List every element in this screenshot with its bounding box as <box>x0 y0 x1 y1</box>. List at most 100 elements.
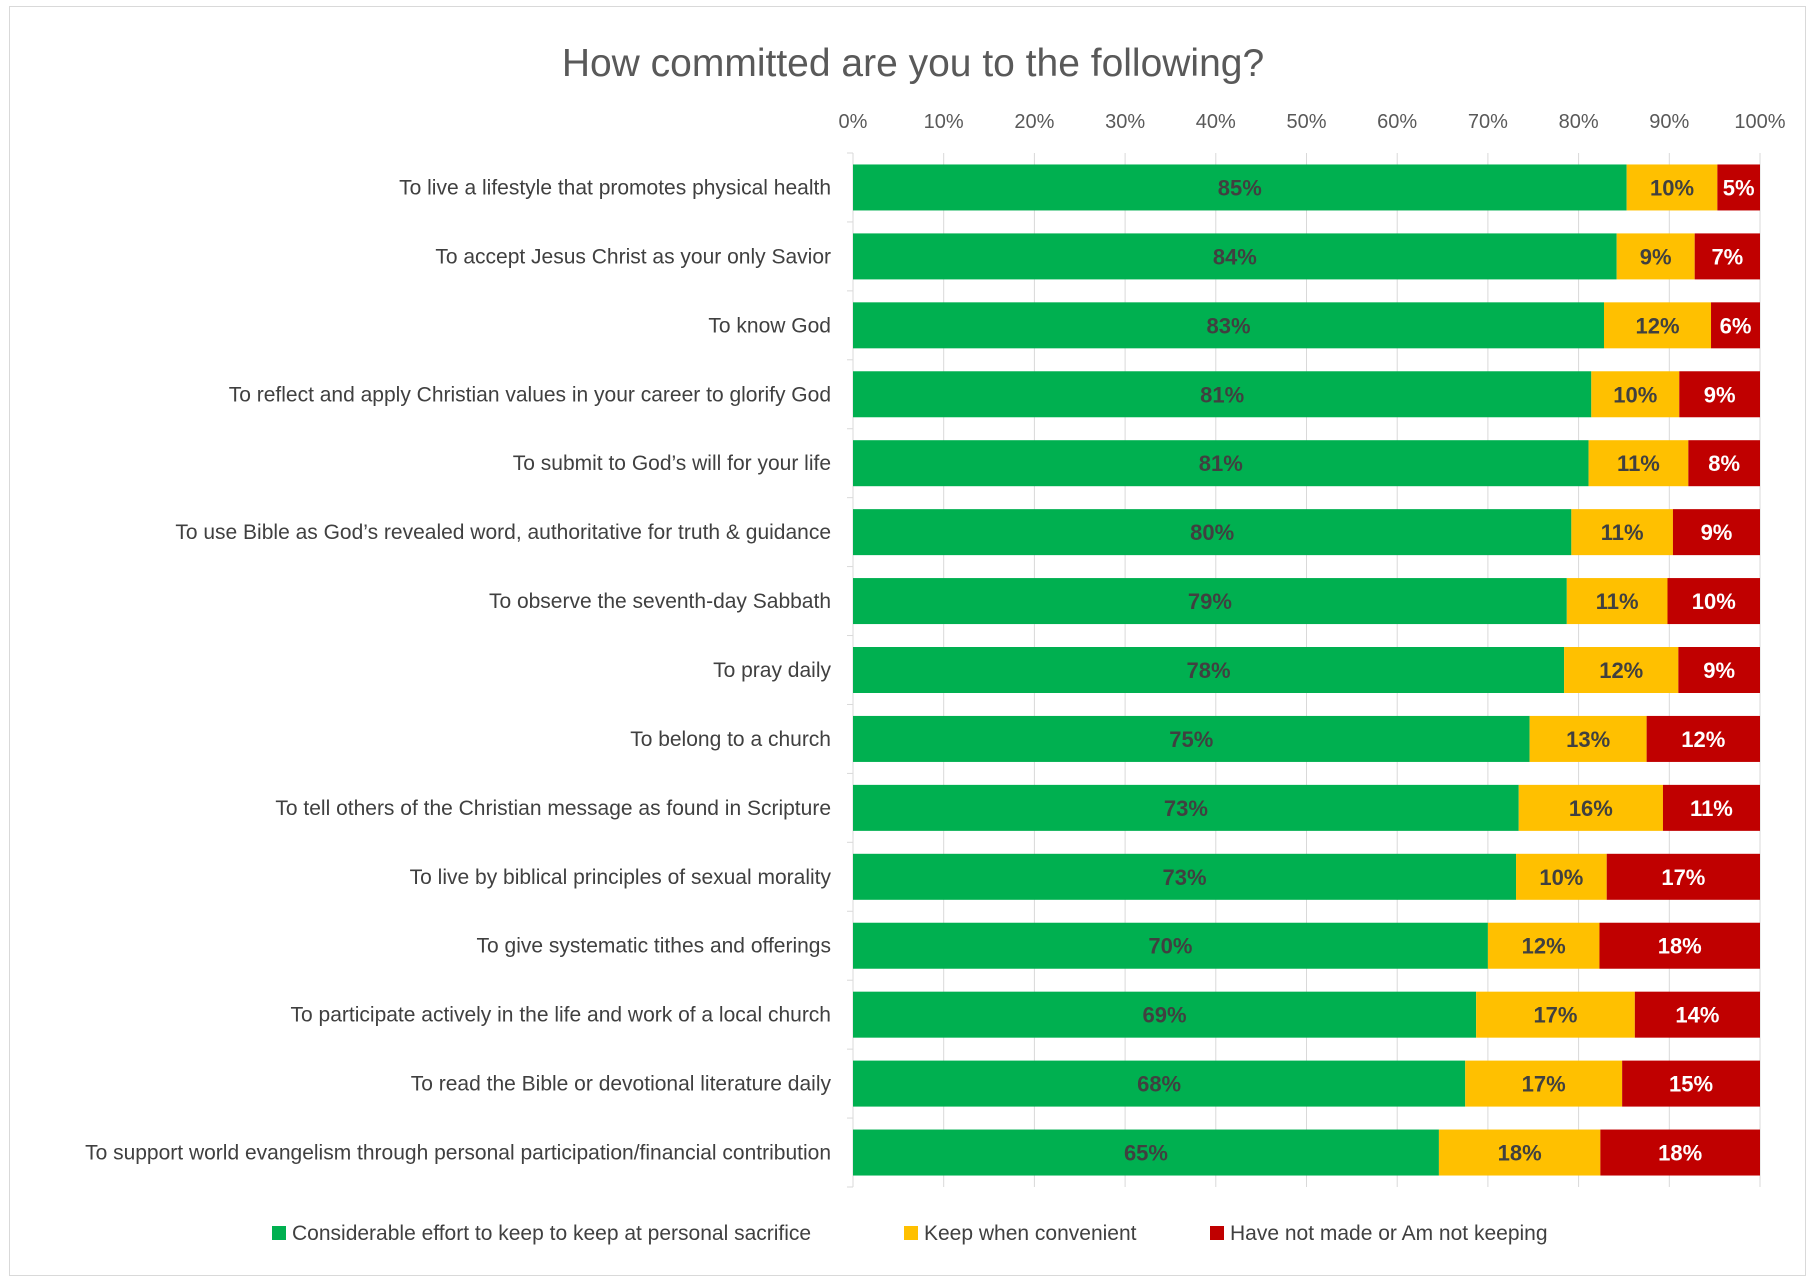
bar-segment <box>853 853 1517 900</box>
category-label: To live a lifestyle that promotes physic… <box>399 176 831 199</box>
data-label: 10% <box>1539 865 1583 890</box>
data-label: 78% <box>1187 658 1231 683</box>
category-label: To participate actively in the life and … <box>291 1004 831 1027</box>
data-label: 73% <box>1164 796 1208 821</box>
data-label: 83% <box>1206 313 1250 338</box>
bar-segment <box>1626 164 1718 211</box>
bar-segment <box>1566 578 1668 625</box>
x-tick-label: 80% <box>1559 111 1599 133</box>
data-label: 65% <box>1124 1141 1168 1166</box>
data-label: 9% <box>1640 244 1672 269</box>
data-label: 9% <box>1704 382 1736 407</box>
data-label: 17% <box>1661 865 1705 890</box>
category-label: To know God <box>708 314 831 337</box>
bar-segment <box>1616 233 1695 280</box>
category-label: To give systematic tithes and offerings <box>477 935 831 958</box>
y-axis-category-labels: To live a lifestyle that promotes physic… <box>85 176 831 1164</box>
bar-segment <box>1646 715 1760 762</box>
bar-segment <box>853 233 1617 280</box>
chart-frame: How committed are you to the following? … <box>9 6 1806 1276</box>
x-tick-label: 100% <box>1734 111 1785 133</box>
bar-segment <box>1591 371 1680 418</box>
legend: Considerable effort to keep to keep at p… <box>272 1222 1548 1245</box>
data-label: 17% <box>1533 1003 1577 1028</box>
bar-segment <box>853 1129 1439 1176</box>
bar-segment <box>1717 164 1760 211</box>
x-axis-tick-labels: 0% 10% 20% 30% 40% 50% 60% 70% 80% 90% 100% <box>839 111 1786 133</box>
legend-label: Considerable effort to keep to keep at p… <box>292 1222 811 1245</box>
stacked-bar-chart: How committed are you to the following? … <box>85 42 1786 1245</box>
data-label: 11% <box>1617 451 1660 476</box>
bar-segment <box>853 371 1592 418</box>
category-label: To belong to a church <box>630 728 831 751</box>
legend-swatch <box>904 1226 918 1240</box>
bar-segment <box>1711 302 1760 349</box>
bar-segment <box>1599 922 1760 969</box>
bar-segment <box>853 164 1627 211</box>
bar-segment <box>1606 853 1760 900</box>
data-label: 81% <box>1199 451 1243 476</box>
bar-segment <box>1516 853 1607 900</box>
data-label: 69% <box>1143 1003 1187 1028</box>
bar-segment <box>853 440 1589 487</box>
bar-segment <box>853 302 1604 349</box>
data-label: 75% <box>1169 727 1213 752</box>
data-label: 70% <box>1148 934 1192 959</box>
data-label: 12% <box>1599 658 1643 683</box>
data-label: 8% <box>1708 451 1740 476</box>
bars: 85% 10% 5% 84% 9% 7% 83% 12% 6% 81% 10% 9% 81% 11% 8% 8… <box>853 164 1760 1176</box>
data-label: 12% <box>1522 934 1566 959</box>
bar-segment <box>853 715 1530 762</box>
bar-segment <box>1634 991 1760 1038</box>
bar-segment <box>1662 784 1760 831</box>
legend-label: Keep when convenient <box>924 1222 1137 1245</box>
bar-segment <box>1672 509 1760 556</box>
bar-segment <box>853 509 1572 556</box>
data-label: 18% <box>1658 934 1702 959</box>
data-label: 84% <box>1213 244 1257 269</box>
category-label: To live by biblical principles of sexual… <box>410 866 832 889</box>
category-label: To observe the seventh-day Sabbath <box>489 590 831 613</box>
category-label: To submit to God’s will for your life <box>513 452 831 475</box>
data-label: 10% <box>1613 382 1657 407</box>
x-tick-label: 90% <box>1649 111 1689 133</box>
data-label: 7% <box>1711 244 1743 269</box>
bar-segment <box>1678 647 1760 693</box>
data-label: 13% <box>1566 727 1610 752</box>
bar-segment <box>1529 715 1647 762</box>
bar-segment <box>1694 233 1760 280</box>
bar-segment <box>1465 1060 1623 1107</box>
data-label: 11% <box>1596 589 1639 614</box>
data-label: 12% <box>1635 313 1679 338</box>
data-label: 79% <box>1188 589 1232 614</box>
bar-segment <box>1487 922 1600 969</box>
category-label: To tell others of the Christian message … <box>275 797 831 820</box>
data-label: 10% <box>1650 175 1694 200</box>
data-label: 80% <box>1190 520 1234 545</box>
data-label: 10% <box>1692 589 1736 614</box>
x-tick-label: 40% <box>1196 111 1236 133</box>
bar-segment <box>853 784 1519 831</box>
x-tick-label: 60% <box>1377 111 1417 133</box>
legend-swatch <box>272 1226 286 1240</box>
data-label: 6% <box>1720 313 1752 338</box>
data-label: 17% <box>1522 1072 1566 1097</box>
x-tick-label: 20% <box>1014 111 1054 133</box>
bar-segment <box>853 578 1567 625</box>
category-label: To support world evangelism through pers… <box>85 1142 831 1165</box>
bar-segment <box>1622 1060 1760 1107</box>
data-label: 85% <box>1218 175 1262 200</box>
data-label: 14% <box>1675 1003 1719 1028</box>
bar-segment <box>1688 440 1760 487</box>
data-label: 12% <box>1681 727 1725 752</box>
x-tick-label: 50% <box>1286 111 1326 133</box>
bar-segment <box>1667 578 1760 625</box>
x-tick-label: 70% <box>1468 111 1508 133</box>
category-label: To reflect and apply Christian values in… <box>229 383 831 406</box>
x-tick-label: 10% <box>924 111 964 133</box>
chart-title: How committed are you to the following? <box>562 42 1264 85</box>
bar-segment <box>1603 302 1712 349</box>
category-label: To read the Bible or devotional literatu… <box>411 1073 832 1096</box>
data-label: 68% <box>1137 1072 1181 1097</box>
data-label: 15% <box>1669 1072 1713 1097</box>
